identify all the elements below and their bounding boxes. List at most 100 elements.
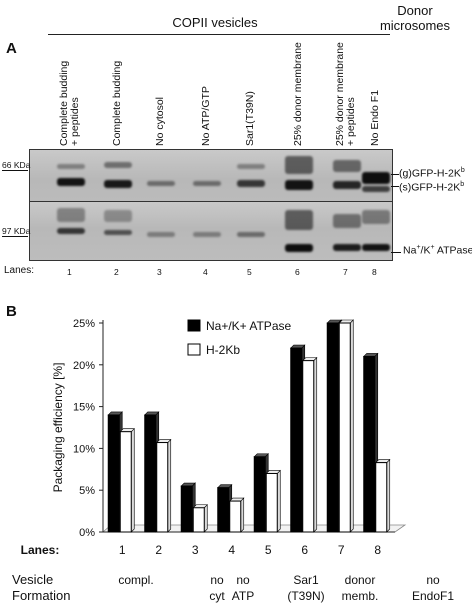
band-pointer-s [391, 186, 399, 187]
packaging-efficiency-chart: 0% 5% 10% 15% 20% 25% Packaging efficiency [%]… [21, 318, 407, 557]
panel-a-lane-number: 4 [203, 267, 208, 277]
panel-b-letter: B [6, 303, 17, 320]
bar-atpase [290, 347, 303, 533]
panel-a-lane-number: 5 [247, 267, 252, 277]
panel-a-lane-number: 8 [372, 267, 377, 277]
protein-band [193, 181, 221, 186]
legend-swatch [187, 343, 201, 356]
panel-a-lane-number: 3 [157, 267, 162, 277]
column-label-6: 25% donor membrane [291, 42, 304, 146]
column-label-line1: Sar1(T39N) [243, 91, 256, 146]
protein-band [333, 160, 361, 172]
protein-band [57, 228, 85, 234]
condition-line2: ATP [231, 589, 255, 603]
x-tick-label: 5 [265, 543, 272, 557]
blot-top-lane-2 [104, 150, 132, 215]
panel-a-lanes-label: Lanes: [4, 265, 35, 276]
condition-line1: compl. [118, 573, 154, 587]
vesicle-condition-4: Sar1 (T39N) [276, 572, 336, 604]
blot-bottom-lane-8 [362, 202, 390, 260]
protein-band [237, 232, 265, 237]
donor-group-label-line1: Donor [397, 3, 433, 18]
blot-top-lane-6 [285, 150, 313, 215]
panel-a-letter: A [6, 40, 17, 57]
vesicle-condition-2: no cyt [187, 572, 247, 604]
vesicle-condition-6: no EndoF1 [403, 572, 463, 604]
band-label-atpase: Na+/K+ ATPase [403, 244, 472, 257]
protein-band [147, 232, 175, 237]
protein-band [362, 244, 390, 251]
protein-band [104, 180, 132, 188]
band-pointer-g [391, 174, 399, 175]
panel-a-lane-number: 1 [67, 267, 72, 277]
legend-label: Na+/K+ ATPase [206, 319, 291, 333]
bar-h2kb [119, 431, 132, 533]
blot-top-lane-4 [193, 150, 221, 215]
x-tick-label: 3 [192, 543, 199, 557]
blot-bottom-lane-1 [57, 202, 85, 260]
band-label-s-gfp: (s)GFP-H-2Kb [399, 181, 465, 194]
protein-band [362, 210, 390, 224]
kda-marker-97: 97 KDa [2, 226, 31, 236]
protein-band [57, 164, 85, 169]
condition-line1: no [236, 573, 250, 587]
condition-line1: donor [344, 573, 376, 587]
condition-line1: no [210, 573, 224, 587]
panel-a-lane-number: 6 [295, 267, 300, 277]
condition-line2: (T39N) [287, 589, 325, 603]
protein-band [104, 230, 132, 235]
protein-band [285, 156, 313, 174]
column-label-3: No cytosol [154, 97, 166, 146]
column-label-line1: 25% donor membrane [291, 42, 304, 146]
panel-a-lane-number: 7 [343, 267, 348, 277]
x-axis-label: Lanes: [21, 543, 60, 557]
vesicle-condition-3: no ATP [213, 572, 273, 604]
blot-top-lane-1 [57, 150, 85, 215]
blot-bottom-lane-7 [333, 202, 361, 260]
bar-atpase [180, 485, 193, 533]
column-label-5: Sar1(T39N) [243, 91, 256, 146]
band-label-g-gfp: (g)GFP-H-2Kb [399, 167, 465, 180]
x-tick-label: 6 [301, 543, 308, 557]
protein-band [147, 181, 175, 186]
protein-band [285, 210, 313, 230]
copii-group-bracket [48, 34, 358, 35]
bar-atpase [363, 355, 376, 533]
vesicle-formation-label: Vesicle Formation [12, 572, 71, 604]
protein-band [285, 244, 313, 252]
protein-band [333, 244, 361, 251]
column-label-line1: No ATP/GTP [199, 86, 212, 146]
protein-band [362, 186, 390, 192]
protein-band [104, 162, 132, 168]
y-axis-label: Packaging efficiency [%] [51, 363, 65, 493]
protein-band [57, 208, 85, 222]
kda-tick-66 [2, 170, 28, 171]
x-tick-label: 7 [338, 543, 345, 557]
western-blot-bottom [29, 201, 393, 261]
y-tick-label: 20% [73, 360, 95, 372]
condition-line2: memb. [341, 589, 379, 603]
condition-line1: no [426, 573, 440, 587]
bar-atpase [217, 487, 230, 533]
legend-swatch [187, 319, 201, 332]
bar-h2kb [265, 472, 278, 533]
condition-line1: Sar1 [293, 573, 319, 587]
legend-label: H-2Kb [206, 343, 240, 357]
blot-top-lane-7 [333, 150, 361, 215]
y-tick-label: 5% [79, 485, 95, 497]
column-label-8: No Endo F1 [369, 90, 381, 146]
bar-atpase [253, 456, 266, 533]
bar-atpase [107, 414, 120, 533]
vesicle-condition-1: compl. [106, 572, 166, 588]
protein-band [193, 232, 221, 237]
protein-band [237, 180, 265, 187]
protein-band [285, 180, 313, 190]
blot-bottom-lane-6 [285, 202, 313, 260]
y-tick-label: 15% [73, 402, 95, 414]
vesicle-condition-5: donor memb. [330, 572, 390, 604]
column-label-line2: + peptides [345, 97, 357, 146]
vesicle-label-line2: Formation [12, 588, 71, 603]
bar-atpase [144, 414, 157, 533]
y-tick-label: 10% [73, 443, 95, 455]
protein-band [57, 178, 85, 186]
